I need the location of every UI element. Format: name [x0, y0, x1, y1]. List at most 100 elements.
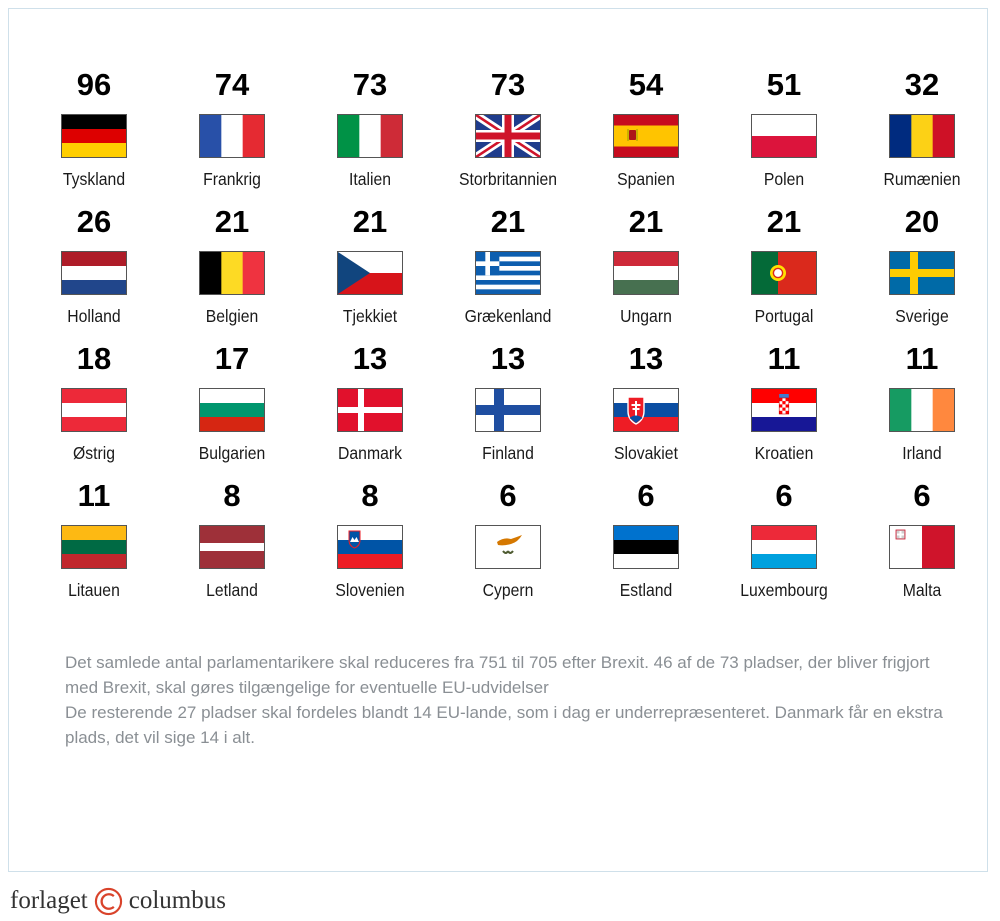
spain-flag-icon: [613, 114, 679, 158]
country-cell-uk: 73 Storbritannien: [439, 67, 577, 204]
country-cell-france: 74 Frankrig: [163, 67, 301, 204]
denmark-flag-icon: [337, 388, 403, 432]
greece-flag-icon: [475, 251, 541, 295]
country-name: Slovenien: [335, 580, 405, 600]
country-cell-portugal: 21 Portugal: [715, 204, 853, 341]
country-cell-belgium: 21 Belgien: [163, 204, 301, 341]
country-name: Polen: [763, 169, 805, 189]
uk-flag-icon: [475, 114, 541, 158]
country-cell-germany: 96 Tyskland: [25, 67, 163, 204]
seat-count: 11: [905, 341, 939, 376]
cyprus-flag-icon: [475, 525, 541, 569]
seat-count: 13: [490, 341, 526, 376]
hungary-flag-icon: [613, 251, 679, 295]
footnote-1: Det samlede antal parlamentarikere skal …: [65, 653, 930, 697]
slovakia-flag-icon: [613, 388, 679, 432]
country-name: Irland: [902, 443, 942, 463]
romania-flag-icon: [889, 114, 955, 158]
country-cell-czechia: 21 Tjekkiet: [301, 204, 439, 341]
belgium-flag-icon: [199, 251, 265, 295]
country-cell-bulgaria: 17 Bulgarien: [163, 341, 301, 478]
country-cell-latvia: 8 Letland: [163, 478, 301, 615]
germany-flag-icon: [61, 114, 127, 158]
country-name: Kroatien: [754, 443, 814, 463]
country-cell-netherlands: 26 Holland: [25, 204, 163, 341]
estonia-flag-icon: [613, 525, 679, 569]
country-cell-hungary: 21 Ungarn: [577, 204, 715, 341]
country-name: Malta: [902, 580, 942, 600]
country-name: Østrig: [72, 443, 116, 463]
copyright-c-icon: [94, 887, 122, 915]
country-name: Tyskland: [62, 169, 126, 189]
bulgaria-flag-icon: [199, 388, 265, 432]
seat-count: 6: [499, 478, 517, 513]
country-name: Cypern: [482, 580, 534, 600]
country-name: Sverige: [895, 306, 949, 326]
country-name: Belgien: [205, 306, 259, 326]
seat-count: 54: [628, 67, 664, 102]
seat-count: 96: [76, 67, 112, 102]
country-cell-estonia: 6 Estland: [577, 478, 715, 615]
finland-flag-icon: [475, 388, 541, 432]
country-name: Ungarn: [620, 306, 672, 326]
portugal-flag-icon: [751, 251, 817, 295]
country-cell-croatia: 11 Kroatien: [715, 341, 853, 478]
country-name: Finland: [482, 443, 534, 463]
seat-count: 32: [904, 67, 940, 102]
country-cell-denmark: 13 Danmark: [301, 341, 439, 478]
seat-count: 6: [637, 478, 655, 513]
luxembourg-flag-icon: [751, 525, 817, 569]
slovenia-flag-icon: [337, 525, 403, 569]
ireland-flag-icon: [889, 388, 955, 432]
seat-count: 73: [352, 67, 388, 102]
country-name: Frankrig: [203, 169, 261, 189]
seat-count: 18: [76, 341, 112, 376]
country-name: Estland: [619, 580, 673, 600]
seat-count: 21: [628, 204, 664, 239]
czechia-flag-icon: [337, 251, 403, 295]
publisher-logo: forlaget columbus: [10, 884, 226, 918]
seat-count: 74: [214, 67, 250, 102]
lithuania-flag-icon: [61, 525, 127, 569]
seat-count: 6: [775, 478, 793, 513]
poland-flag-icon: [751, 114, 817, 158]
seat-count: 21: [766, 204, 802, 239]
country-cell-malta: 6 Malta: [853, 478, 991, 615]
italy-flag-icon: [337, 114, 403, 158]
country-name: Tjekkiet: [342, 306, 398, 326]
seat-count: 51: [766, 67, 802, 102]
seat-count: 21: [352, 204, 388, 239]
seat-count: 11: [77, 478, 111, 513]
country-name: Danmark: [338, 443, 402, 463]
country-cell-ireland: 11 Irland: [853, 341, 991, 478]
croatia-flag-icon: [751, 388, 817, 432]
country-name: Litauen: [68, 580, 120, 600]
seat-count: 13: [628, 341, 664, 376]
country-cell-slovenia: 8 Slovenien: [301, 478, 439, 615]
seat-count: 21: [490, 204, 526, 239]
austria-flag-icon: [61, 388, 127, 432]
seat-count: 11: [767, 341, 801, 376]
seat-count: 8: [361, 478, 379, 513]
country-cell-slovakia: 13 Slovakiet: [577, 341, 715, 478]
brand-left-text: forlaget: [10, 887, 88, 914]
seat-count: 26: [76, 204, 112, 239]
country-name: Bulgarien: [198, 443, 266, 463]
country-cell-greece: 21 Grækenland: [439, 204, 577, 341]
country-name: Spanien: [617, 169, 675, 189]
country-cell-sweden: 20 Sverige: [853, 204, 991, 341]
country-name: Portugal: [754, 306, 814, 326]
seat-count: 17: [214, 341, 250, 376]
country-name: Storbritannien: [458, 169, 558, 189]
country-name: Luxembourg: [740, 580, 828, 600]
country-cell-romania: 32 Rumænien: [853, 67, 991, 204]
country-cell-luxembourg: 6 Luxembourg: [715, 478, 853, 615]
brand-right-text: columbus: [128, 887, 226, 914]
sweden-flag-icon: [889, 251, 955, 295]
country-cell-lithuania: 11 Litauen: [25, 478, 163, 615]
country-name: Rumænien: [883, 169, 961, 189]
country-cell-italy: 73 Italien: [301, 67, 439, 204]
country-name: Slovakiet: [614, 443, 678, 463]
seat-count: 73: [490, 67, 526, 102]
seat-count: 21: [214, 204, 250, 239]
